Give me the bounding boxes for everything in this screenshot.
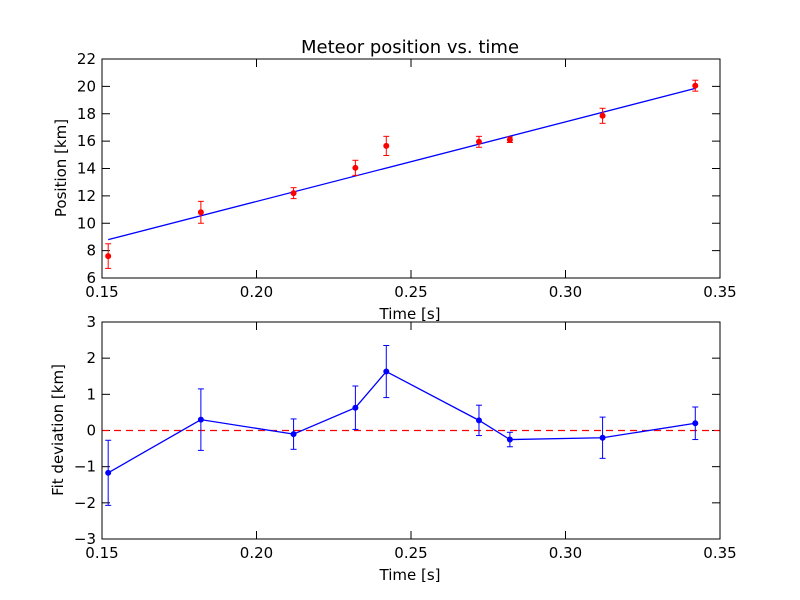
deviation-ytick-label: 0 xyxy=(86,422,96,440)
deviation-data-point xyxy=(599,434,606,441)
position-chart-ylabel: Position [km] xyxy=(52,119,70,217)
position-chart-xlabel: Time [s] xyxy=(379,305,441,323)
deviation-ytick-label: −3 xyxy=(74,530,96,548)
deviation-chart: Time [s] Fit deviation [km] 0.15 0.20 0.25… xyxy=(49,313,737,584)
position-data-point xyxy=(352,164,359,171)
fit-line xyxy=(108,87,696,241)
position-ytick-label: 22 xyxy=(77,50,96,68)
position-xtick-label: 0.15 xyxy=(85,283,118,301)
position-ytick-label: 20 xyxy=(77,77,96,95)
position-data-point xyxy=(383,142,390,149)
deviation-data-point xyxy=(290,431,297,438)
position-xtick-label: 0.30 xyxy=(549,283,582,301)
deviation-data-point xyxy=(475,417,482,424)
deviation-ytick-label: 3 xyxy=(86,313,96,331)
deviation-chart-ylabel: Fit deviation [km] xyxy=(49,364,67,496)
position-data-point xyxy=(692,82,699,89)
position-data-point xyxy=(475,138,482,145)
position-data-point xyxy=(105,253,112,260)
position-xtick-label: 0.25 xyxy=(394,283,427,301)
deviation-ytick-label: −2 xyxy=(74,494,96,512)
deviation-xtick-label: 0.20 xyxy=(240,544,273,562)
position-xtick-label: 0.35 xyxy=(703,283,736,301)
position-xtick-label: 0.20 xyxy=(240,283,273,301)
deviation-data-point xyxy=(506,436,513,443)
deviation-plot-area: 0.15 0.20 0.25 0.30 0.35 −3 −2 −1 0 1 2 3 xyxy=(74,313,737,562)
deviation-ytick-label: 1 xyxy=(86,385,96,403)
position-ytick-label: 14 xyxy=(77,160,96,178)
deviation-data-point xyxy=(692,420,699,427)
position-data-point xyxy=(506,136,513,143)
position-ytick-label: 6 xyxy=(86,269,96,287)
position-data-point xyxy=(599,112,606,119)
position-ytick-label: 8 xyxy=(86,242,96,260)
deviation-xtick-label: 0.35 xyxy=(703,544,736,562)
deviation-plot-frame xyxy=(101,321,721,540)
deviation-xtick-label: 0.30 xyxy=(549,544,582,562)
deviation-xtick-label: 0.15 xyxy=(85,544,118,562)
position-data-point xyxy=(290,190,297,197)
position-ytick-label: 10 xyxy=(77,214,96,232)
position-plot-frame xyxy=(101,58,721,279)
position-ytick-label: 12 xyxy=(77,187,96,205)
position-chart-title: Meteor position vs. time xyxy=(301,37,519,58)
deviation-ytick-label: −1 xyxy=(74,458,96,476)
deviation-data-point xyxy=(352,404,359,411)
position-chart: Meteor position vs. time Time [s] Positi… xyxy=(52,37,737,323)
deviation-data-point xyxy=(197,416,204,423)
deviation-xtick-label: 0.25 xyxy=(394,544,427,562)
position-ytick-label: 16 xyxy=(77,132,96,150)
position-plot-area: 0.15 0.20 0.25 0.30 0.35 6 8 10 12 14 16 18 20 22 xyxy=(77,50,737,301)
deviation-chart-xlabel: Time [s] xyxy=(379,566,441,584)
position-ytick-label: 18 xyxy=(77,105,96,123)
deviation-data-point xyxy=(105,469,112,476)
deviation-data-point xyxy=(383,368,390,375)
position-data-point xyxy=(197,209,204,216)
deviation-ytick-label: 2 xyxy=(86,349,96,367)
